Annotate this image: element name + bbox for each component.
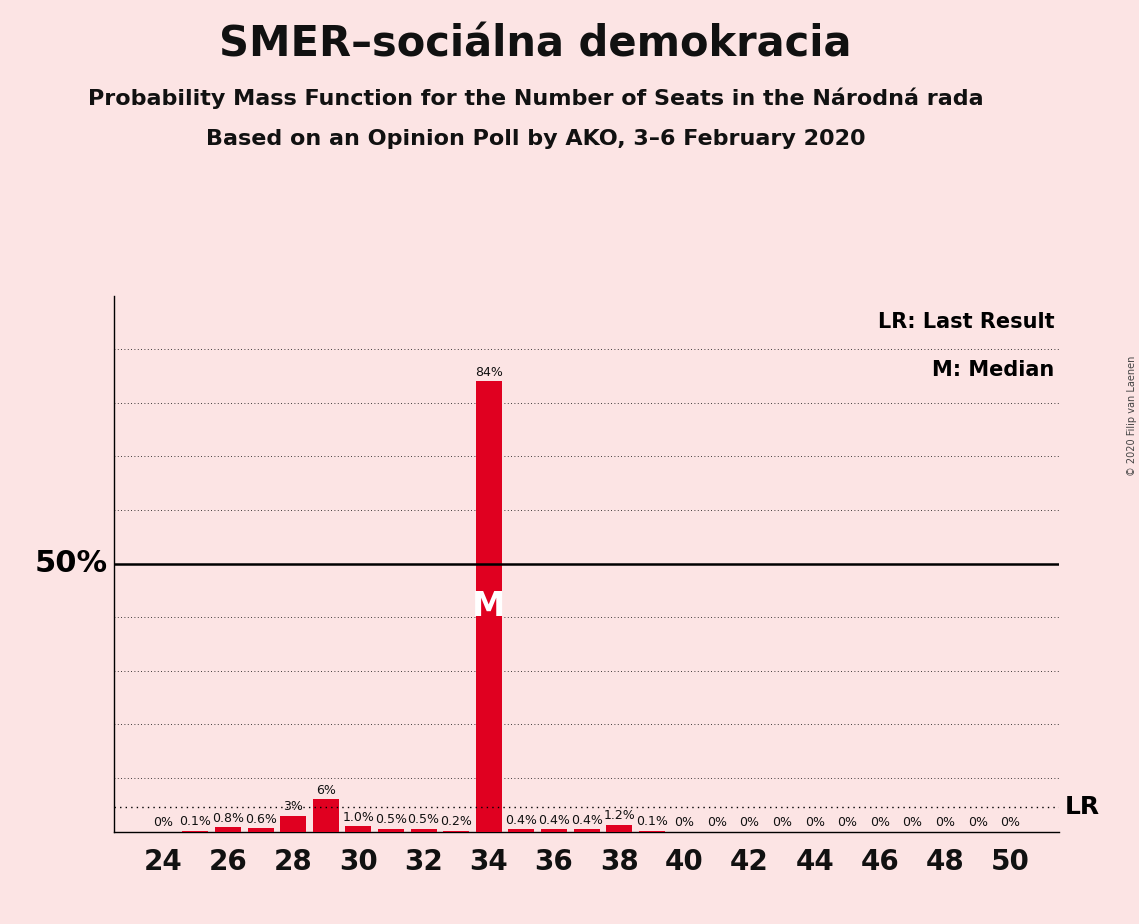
Text: 3%: 3% [284,800,303,813]
Text: 0.5%: 0.5% [408,813,440,826]
Text: 0.6%: 0.6% [245,813,277,826]
Text: 0%: 0% [1000,816,1021,829]
Bar [410,829,436,832]
Text: 0%: 0% [707,816,727,829]
Text: SMER–sociálna demokracia: SMER–sociálna demokracia [219,23,852,65]
Bar [247,829,273,832]
Text: 0%: 0% [772,816,793,829]
Bar [541,830,567,832]
Text: 0.5%: 0.5% [375,813,407,826]
Text: 50%: 50% [35,549,108,578]
Text: 0%: 0% [870,816,890,829]
Bar [443,831,469,832]
Text: 0.4%: 0.4% [506,814,538,827]
Text: 84%: 84% [475,366,502,379]
Text: 0%: 0% [968,816,988,829]
Text: LR: Last Result: LR: Last Result [878,311,1055,332]
Text: 0.4%: 0.4% [571,814,603,827]
Text: 0%: 0% [902,816,923,829]
Text: M: Median: M: Median [933,360,1055,380]
Text: 6%: 6% [316,784,336,796]
Bar [378,829,404,832]
Text: © 2020 Filip van Laenen: © 2020 Filip van Laenen [1126,356,1137,476]
Bar [345,826,371,832]
Text: 0.8%: 0.8% [212,811,244,824]
Bar [476,382,502,832]
Bar [215,827,241,832]
Bar [574,830,599,832]
Bar [606,825,632,832]
Bar [508,830,534,832]
Text: Probability Mass Function for the Number of Seats in the Národná rada: Probability Mass Function for the Number… [88,88,983,109]
Text: 1.0%: 1.0% [343,810,375,823]
Text: 0%: 0% [837,816,858,829]
Text: 0.1%: 0.1% [180,815,212,829]
Text: 1.2%: 1.2% [604,809,636,822]
Text: Based on an Opinion Poll by AKO, 3–6 February 2020: Based on an Opinion Poll by AKO, 3–6 Feb… [205,129,866,150]
Text: M: M [473,590,506,623]
Text: LR: LR [1065,796,1100,820]
Text: 0.1%: 0.1% [636,815,667,829]
Bar [280,816,306,832]
Text: 0.4%: 0.4% [538,814,570,827]
Text: 0%: 0% [935,816,956,829]
Bar [313,799,338,832]
Text: 0%: 0% [739,816,760,829]
Text: 0%: 0% [153,816,173,829]
Text: 0%: 0% [805,816,825,829]
Text: 0%: 0% [674,816,695,829]
Text: 0.2%: 0.2% [441,815,473,828]
